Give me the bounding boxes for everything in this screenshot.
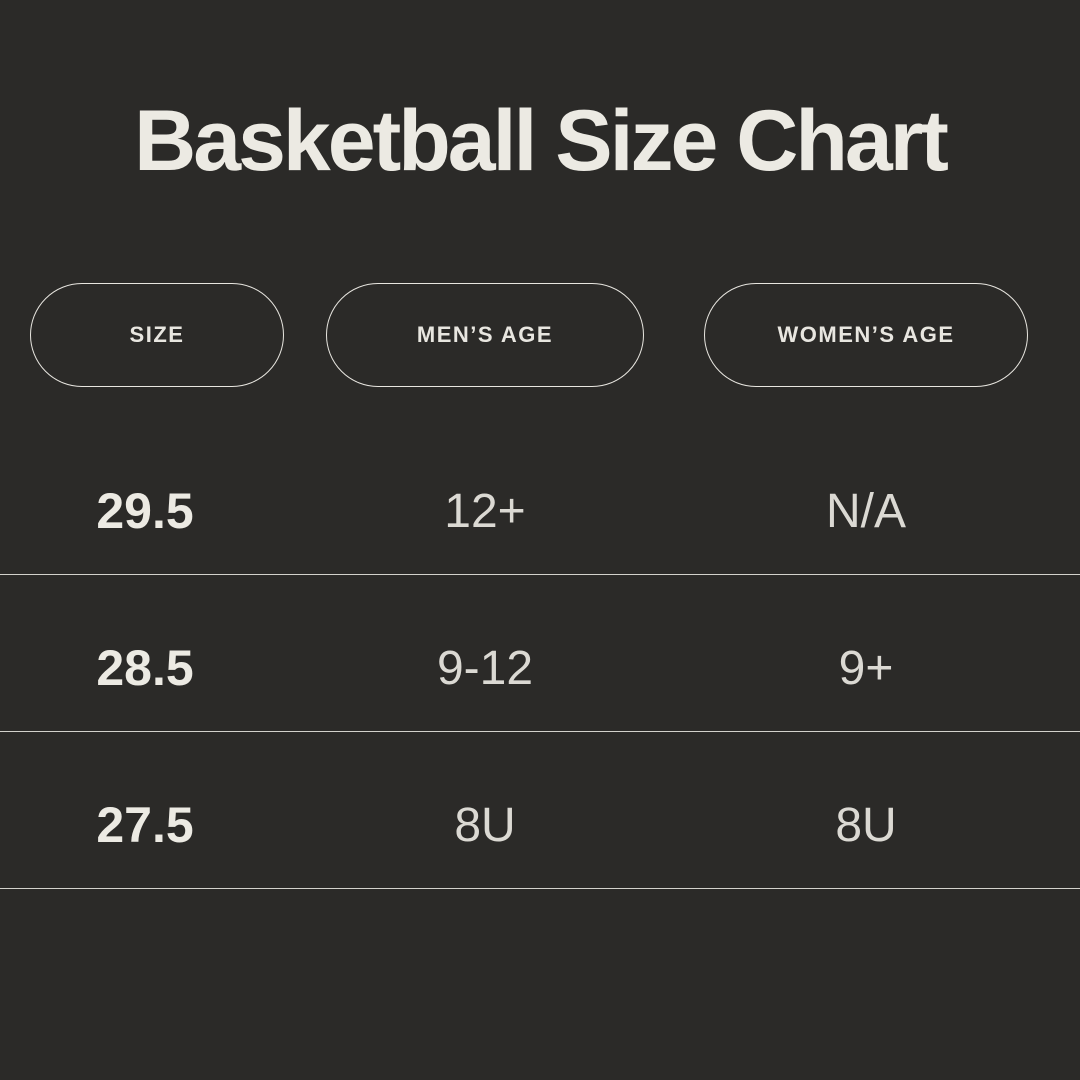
cell-womens-age: 9+ xyxy=(838,641,894,695)
table-row: 27.5 8U 8U xyxy=(0,732,1080,889)
cell-size: 28.5 xyxy=(96,640,194,696)
table-row: 28.5 9-12 9+ xyxy=(0,575,1080,732)
cell-womens-age: N/A xyxy=(825,484,906,538)
cell-mens-age: 9-12 xyxy=(436,641,534,695)
cell-size: 29.5 xyxy=(96,483,194,539)
column-header-label-size: SIZE xyxy=(129,322,185,347)
table-header-row: SIZE MEN’S AGE WOMEN’S AGE xyxy=(0,283,1080,387)
column-header-pill-womens-age: WOMEN’S AGE xyxy=(704,283,1028,387)
cell-size: 27.5 xyxy=(96,797,194,853)
column-header-label-mens-age: MEN’S AGE xyxy=(416,322,554,347)
column-header-pill-size: SIZE xyxy=(30,283,284,387)
cell-womens-age: 8U xyxy=(835,798,897,852)
column-header-pill-mens-age: MEN’S AGE xyxy=(326,283,644,387)
column-header-label-womens-age: WOMEN’S AGE xyxy=(777,322,955,347)
cell-mens-age: 8U xyxy=(454,798,516,852)
cell-mens-age: 12+ xyxy=(444,484,526,538)
table-row: 29.5 12+ N/A xyxy=(0,418,1080,575)
page-title: Basketball Size Chart xyxy=(134,93,949,189)
table-body: 29.5 12+ N/A 28.5 9-12 9+ 27.5 8U 8U xyxy=(0,418,1080,889)
